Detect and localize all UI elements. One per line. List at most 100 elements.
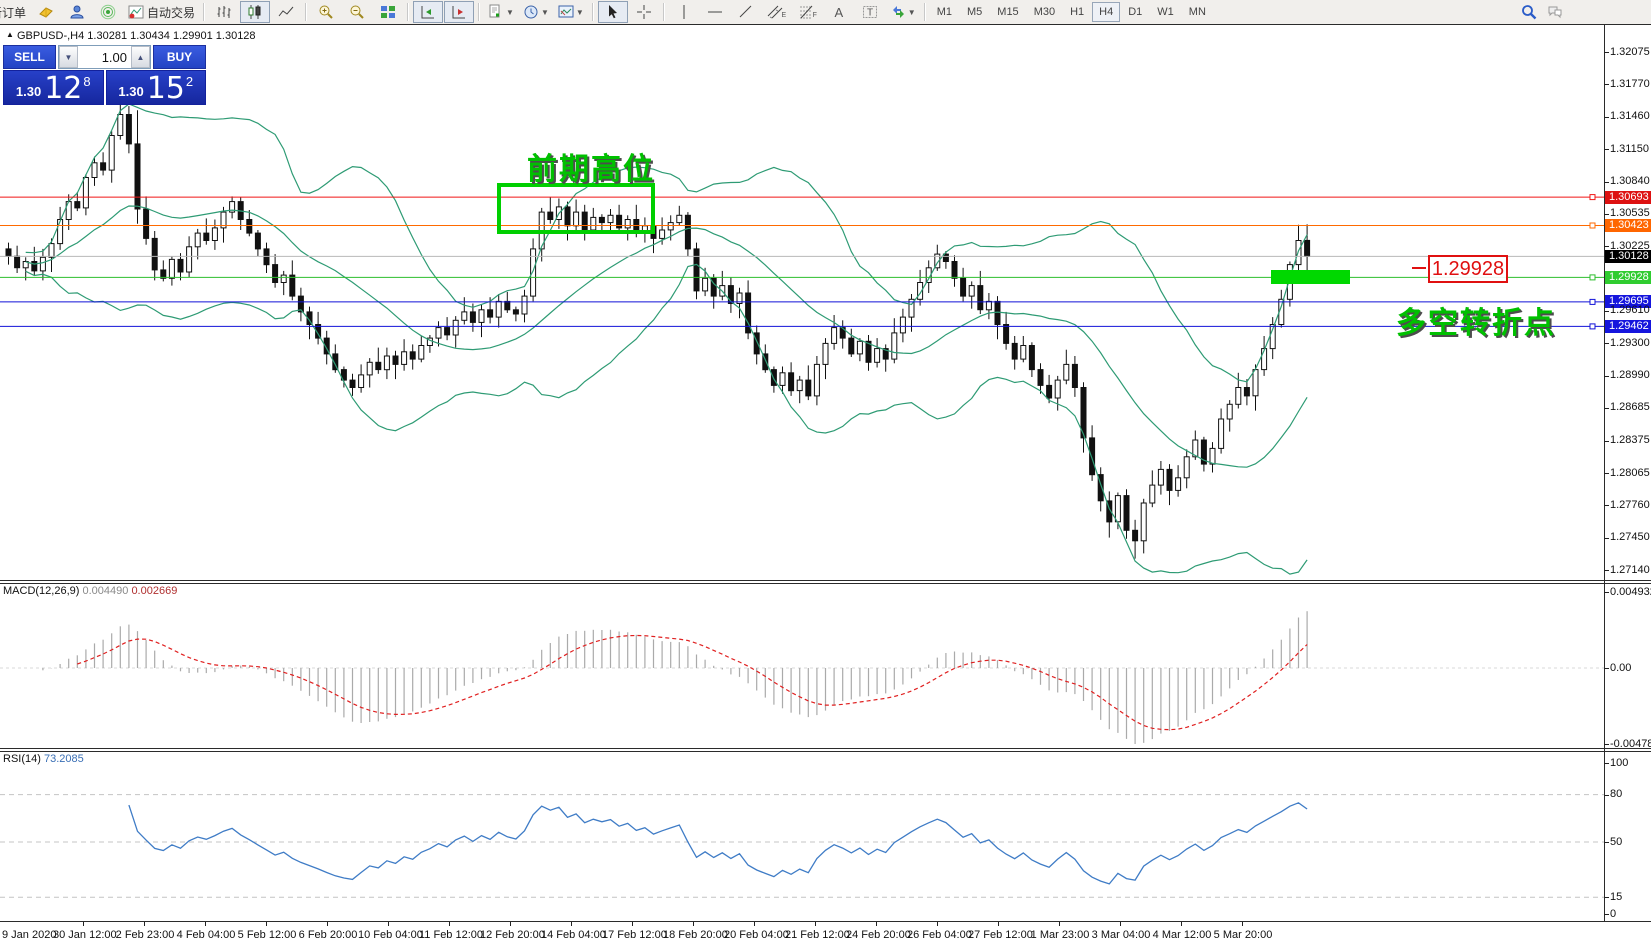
tile-windows-icon[interactable] xyxy=(373,1,403,23)
toolbar-separator xyxy=(203,3,206,21)
vertical-line-icon[interactable] xyxy=(669,1,699,23)
equidistant-channel-icon[interactable]: E xyxy=(762,1,792,23)
rsi-separator-line2 xyxy=(0,751,1651,752)
buy-price-sup: 2 xyxy=(185,74,194,89)
date-label: 2 Feb 23:00 xyxy=(115,929,175,941)
zoom-in-icon[interactable] xyxy=(311,1,341,23)
price-tick-label: 1.31770 xyxy=(1610,77,1650,90)
date-label: 17 Feb 12:00 xyxy=(602,929,667,941)
prev-high-rectangle[interactable] xyxy=(497,183,655,234)
tf-m30[interactable]: M30 xyxy=(1033,6,1056,18)
new-order-button[interactable]: 新订单 xyxy=(0,5,27,20)
date-tick xyxy=(510,922,511,926)
chart-shift-icon[interactable] xyxy=(413,1,444,23)
text-label-icon[interactable]: T xyxy=(855,1,885,23)
volume-up-button[interactable]: ▲ xyxy=(131,46,150,68)
date-label: 11 Feb 12:00 xyxy=(419,929,484,941)
tf-h4[interactable]: H4 xyxy=(1092,2,1121,22)
buy-price[interactable]: 1.30 15 2 xyxy=(105,70,206,105)
date-label: 4 Feb 04:00 xyxy=(176,929,236,941)
price-tick-label: 1.32075 xyxy=(1610,45,1650,58)
autotrading-button[interactable]: 自动交易 xyxy=(124,1,199,23)
price-badge-1.29695: 1.29695 xyxy=(1605,295,1651,309)
accounts-icon[interactable] xyxy=(62,1,92,23)
toolbar-separator xyxy=(662,3,665,21)
rsi-tick xyxy=(1604,794,1609,796)
add-indicator-icon[interactable]: ▼ xyxy=(484,1,518,23)
tf-m1[interactable]: M1 xyxy=(936,6,952,18)
date-tick xyxy=(1120,922,1121,926)
symbol-period: GBPUSD-,H4 xyxy=(16,30,85,42)
date-tick xyxy=(815,922,816,926)
periods-clock-icon[interactable]: ▼ xyxy=(519,1,553,23)
price-callout-label[interactable]: 1.29928 xyxy=(1428,255,1508,283)
search-icon[interactable] xyxy=(1521,4,1537,20)
macd-signal-value: 0.002669 xyxy=(131,585,178,597)
price-tick xyxy=(1604,116,1609,118)
sell-price[interactable]: 1.30 12 8 xyxy=(3,70,104,105)
macd-separator[interactable] xyxy=(0,580,1651,581)
metaeditor-icon[interactable] xyxy=(31,1,61,23)
arrows-icon[interactable]: ▼ xyxy=(886,1,920,23)
support-zone-rectangle[interactable] xyxy=(1271,270,1350,284)
rsi-axis-label: 80 xyxy=(1610,788,1623,801)
fibonacci-icon[interactable]: F xyxy=(793,1,823,23)
zoom-out-icon[interactable] xyxy=(342,1,372,23)
price-tick xyxy=(1604,52,1609,53)
date-label: 5 Feb 12:00 xyxy=(237,929,297,941)
price-callout-connector xyxy=(1412,267,1426,269)
macd-tick xyxy=(1604,668,1609,669)
dropdown-arrow-icon[interactable]: ▼ xyxy=(575,7,584,17)
rsi-separator[interactable] xyxy=(0,748,1651,749)
tf-d1[interactable]: D1 xyxy=(1128,6,1143,18)
date-tick xyxy=(1242,922,1243,926)
crosshair-icon[interactable] xyxy=(629,1,659,23)
one-click-toggle-icon[interactable]: ▲ xyxy=(6,30,14,39)
date-tick xyxy=(83,922,84,926)
dropdown-arrow-icon[interactable]: ▼ xyxy=(907,7,916,17)
ohlc-low: 1.29901 xyxy=(172,30,213,42)
svg-text:T: T xyxy=(867,8,873,19)
tf-h1[interactable]: H1 xyxy=(1070,6,1085,18)
signals-icon[interactable] xyxy=(93,1,123,23)
price-tick xyxy=(1604,246,1609,248)
rsi-label: RSI(14) 73.2085 xyxy=(3,753,84,765)
line-chart-icon[interactable] xyxy=(271,1,301,23)
toolbar-separator xyxy=(923,3,926,21)
date-tick xyxy=(937,922,938,926)
toolbar-separator xyxy=(407,3,410,21)
tf-m5[interactable]: M5 xyxy=(967,6,983,18)
date-label: 14 Feb 04:00 xyxy=(541,929,606,941)
date-label: 18 Feb 20:00 xyxy=(663,929,728,941)
bar-chart-icon[interactable] xyxy=(209,1,239,23)
price-badge-1.30693: 1.30693 xyxy=(1605,190,1651,204)
date-tick xyxy=(144,922,145,926)
templates-icon[interactable]: ▼ xyxy=(554,1,588,23)
volume-input[interactable] xyxy=(78,46,131,68)
dropdown-arrow-icon[interactable]: ▼ xyxy=(540,7,549,17)
volume-down-button[interactable]: ▼ xyxy=(59,46,78,68)
tf-m15[interactable]: M15 xyxy=(997,6,1019,18)
price-tick xyxy=(1604,537,1609,539)
volume-spinner: ▼ ▲ xyxy=(58,45,151,69)
dropdown-arrow-icon[interactable]: ▼ xyxy=(506,7,514,17)
candlestick-chart-icon[interactable] xyxy=(240,1,271,23)
price-tick-label: 1.27760 xyxy=(1610,498,1650,511)
auto-scroll-icon[interactable] xyxy=(444,1,475,23)
date-label: 20 Feb 04:00 xyxy=(724,929,789,941)
tf-w1[interactable]: W1 xyxy=(1157,6,1174,18)
price-tick xyxy=(1604,84,1609,86)
text-icon[interactable]: A xyxy=(834,4,844,20)
price-tick-label: 1.31150 xyxy=(1610,142,1649,155)
tf-mn[interactable]: MN xyxy=(1188,6,1206,18)
buy-button[interactable]: BUY xyxy=(153,45,206,69)
sell-button[interactable]: SELL xyxy=(3,45,56,69)
trendline-icon[interactable] xyxy=(731,1,761,23)
horizontal-line-icon[interactable] xyxy=(700,1,730,23)
chat-icon[interactable] xyxy=(1547,4,1563,20)
cursor-icon[interactable] xyxy=(597,1,628,23)
date-label: 30 Jan 12:00 xyxy=(53,929,117,941)
price-badge-1.29928: 1.29928 xyxy=(1605,270,1651,284)
macd-tick xyxy=(1604,744,1609,745)
